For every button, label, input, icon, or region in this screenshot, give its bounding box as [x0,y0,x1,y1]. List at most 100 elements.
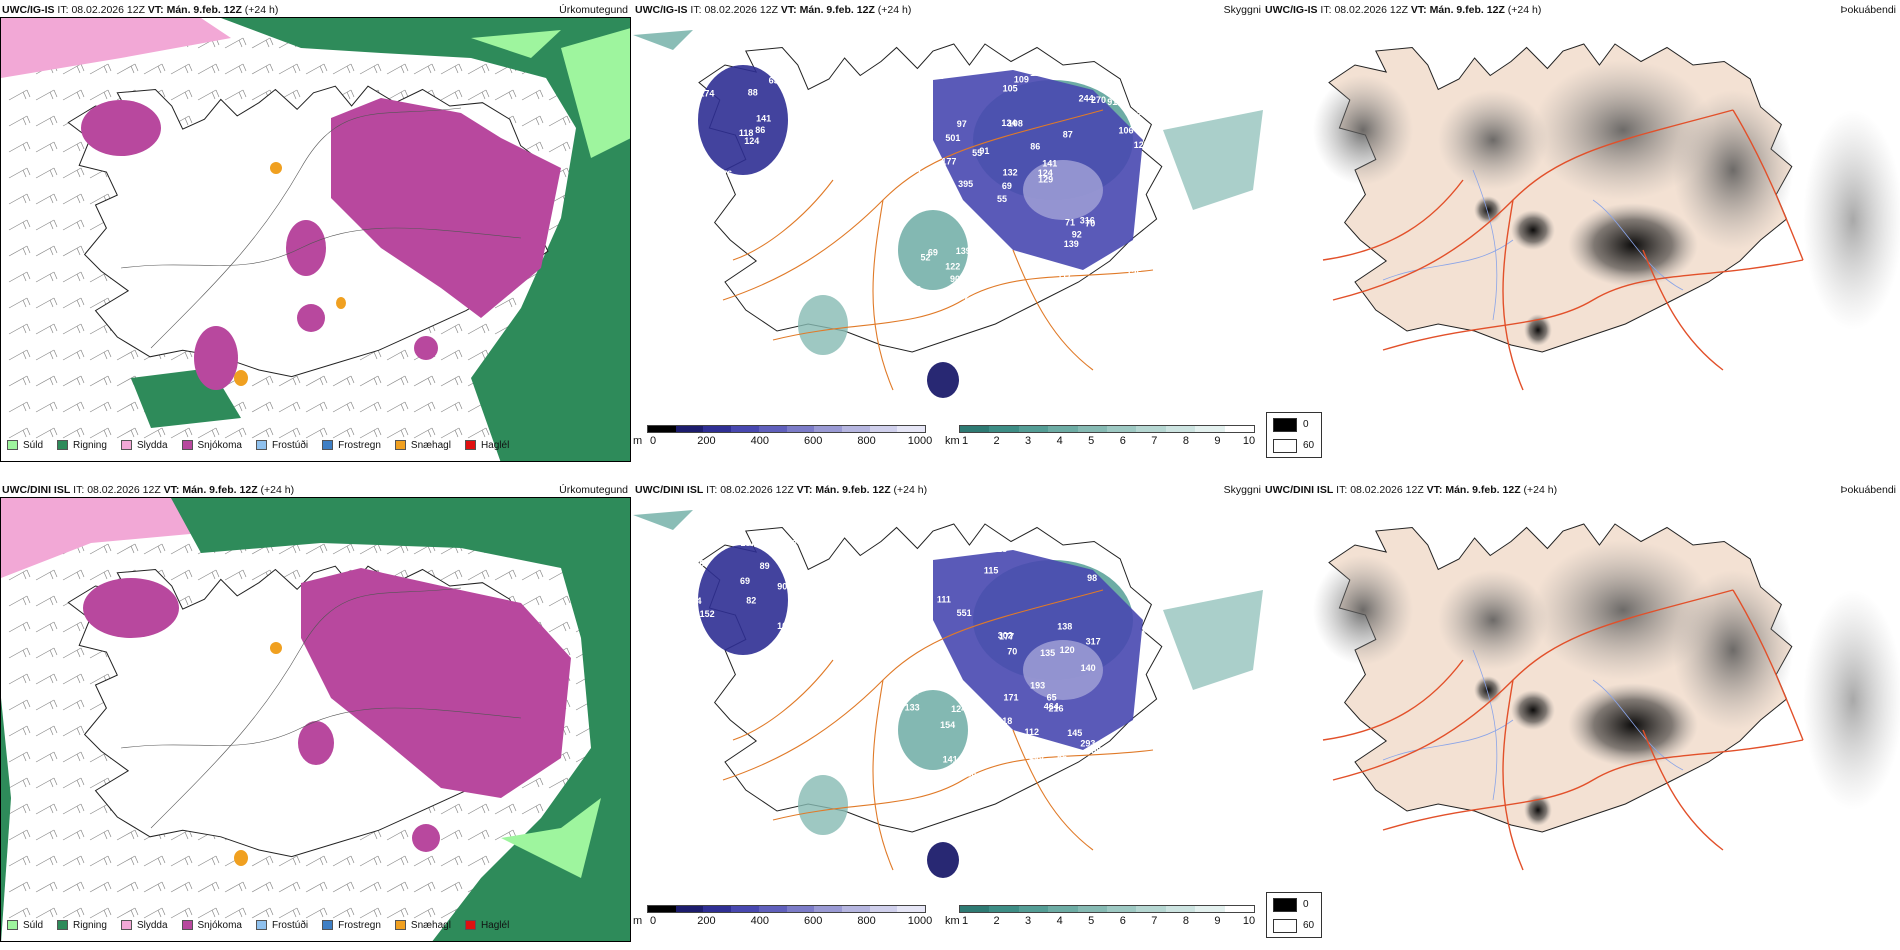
precip-type-panel: UWC/DINI ISL IT: 08.02.2026 12Z VT: Mán.… [0,480,632,945]
colorbar-segment [960,426,990,432]
wind-barb [548,595,571,607]
wind-barb [35,323,58,335]
cloud-base-value: 129 [1038,175,1053,185]
cloud-base-value: 124 [744,136,759,146]
wind-barb [62,63,85,75]
colorbar-tick: 5 [1088,435,1095,447]
wind-barb [332,543,355,555]
panel-header: UWC/IG-IS IT: 08.02.2026 12Z VT: Mán. 9.… [2,4,628,20]
colorbar-segment [1077,906,1108,912]
rain-area [171,498,630,941]
wind-barb [413,63,436,75]
wind-barb [332,63,355,75]
wind-barb [494,297,517,309]
colorbar-tick: 600 [804,915,823,927]
snow-area [286,220,326,276]
wind-barb [62,829,85,841]
legend-label: Súld [23,439,44,451]
legend-swatch [394,920,406,930]
lead-time: (+24 h) [877,4,912,16]
wind-barb [35,907,58,919]
wind-barb [62,699,85,711]
wind-barb [440,829,463,841]
it-value: 08.02.2026 12Z [71,4,145,16]
road-line [1502,199,1524,391]
wind-barb [35,647,58,659]
cloud-base-value: 76 [894,99,904,109]
fog-area [1673,570,1793,730]
fog-legend-low: 0 [1303,899,1309,910]
wind-barb [35,141,58,153]
cloud-base-value: 200 [902,662,917,672]
cloud-base-area [1023,160,1103,220]
legend-swatch [120,440,132,450]
cloud-base-value: 124 [951,704,966,714]
legend-swatch [181,920,193,930]
snow-pellet-spot [234,850,248,866]
road-line [1502,679,1524,871]
wind-barb [548,621,571,633]
legend-label: Snæhagl [410,919,451,931]
wind-barb [278,63,301,75]
wind-barb [62,245,85,257]
colorbar-segment [648,906,676,912]
cloud-base-value: 135 [1040,648,1055,658]
wind-barb [89,375,112,387]
wind-barb [35,855,58,867]
wind-barb [170,907,193,919]
vt-value: Mán. 9.feb. 12Z [815,484,891,496]
cloud-base-area [1023,640,1103,700]
cloud-base-value: 190 [1029,751,1044,761]
wind-barb [62,297,85,309]
cloud-base-value: 111 [1030,68,1044,78]
cloud-base-value: 174 [699,89,714,99]
lead-time: (+24 h) [893,484,928,496]
fog-index-panel: UWC/IG-IS IT: 08.02.2026 12Z VT: Mán. 9.… [1263,0,1900,465]
visibility-area [1163,590,1263,690]
panel-header: UWC/DINI ISL IT: 08.02.2026 12Z VT: Mán.… [2,484,628,500]
wind-barb [62,167,85,179]
road-line [732,659,834,741]
wind-barb [629,761,630,762]
road-line [150,587,462,829]
lead-time: (+24 h) [260,484,295,496]
colorbar-segment [758,906,787,912]
colorbar-segment [1165,426,1196,432]
colorbar-strip [959,905,1255,913]
snow-pellet-spot [234,370,248,386]
wind-barb [440,881,463,893]
wind-barb [197,881,220,893]
wind-barb [359,63,382,75]
cloud-base-value: 251 [1143,764,1158,774]
wind-barb [89,63,112,75]
wind-barb [170,881,193,893]
colorbar-tick: 10 [1242,915,1256,927]
colorbar-segment [675,906,704,912]
wind-barb [35,777,58,789]
snow-pellet-spot [336,297,346,309]
colorbar-segment [1224,426,1255,432]
wind-barb [8,271,31,283]
legend-item: Frostregn [322,920,381,931]
colorbar-tick: 4 [1056,435,1063,447]
legend-swatch [120,920,132,930]
wind-barb [386,829,409,841]
road-line [872,679,894,871]
wind-barb [629,709,630,710]
colorbar-segment [1136,906,1166,912]
precip-type-panel: UWC/IG-IS IT: 08.02.2026 12Z VT: Mán. 9.… [0,0,632,465]
wind-barb [170,855,193,867]
wind-barb [8,803,31,815]
wind-barb [224,907,247,919]
wind-barb [521,569,544,581]
cloud-base-value: 127 [1134,140,1149,150]
road-line [120,227,522,269]
colorbar-segment [703,906,732,912]
wind-barb [440,349,463,361]
wind-barb [386,427,409,439]
wind-barb [8,647,31,659]
wind-barb [629,411,630,412]
cloud-base-value: 187 [740,538,755,548]
cloud-base-area [698,545,788,655]
colorbar-segment [897,426,926,432]
